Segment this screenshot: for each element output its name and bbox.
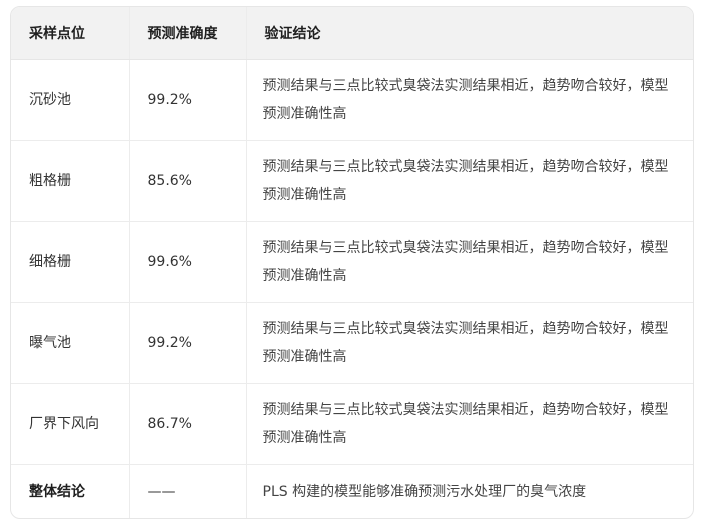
cell-site: 粗格栅 bbox=[11, 140, 129, 222]
cell-accuracy: 99.2% bbox=[128, 59, 246, 141]
results-table: 采样点位 预测准确度 验证结论 沉砂池 99.2% 预测结果与三点比较式臭袋法实测结… bbox=[11, 7, 693, 518]
table-row: 曝气池 99.2% 预测结果与三点比较式臭袋法实测结果相近，趋势吻合较好，模型预测准… bbox=[11, 302, 693, 384]
table-row: 厂界下风向 86.7% 预测结果与三点比较式臭袋法实测结果相近，趋势吻合较好，模型预… bbox=[11, 383, 693, 465]
cell-conclusion: 预测结果与三点比较式臭袋法实测结果相近，趋势吻合较好，模型预测准确性高 bbox=[245, 140, 693, 222]
table-header-row: 采样点位 预测准确度 验证结论 bbox=[11, 7, 693, 60]
summary-row: 整体结论 —— PLS 构建的模型能够准确预测污水处理厂的臭气浓度 bbox=[11, 464, 693, 518]
cell-accuracy: 86.7% bbox=[128, 383, 246, 465]
cell-site: 细格栅 bbox=[11, 221, 129, 303]
table-row: 粗格栅 85.6% 预测结果与三点比较式臭袋法实测结果相近，趋势吻合较好，模型预测准… bbox=[11, 140, 693, 222]
cell-site: 整体结论 bbox=[11, 464, 129, 518]
cell-accuracy: 85.6% bbox=[128, 140, 246, 222]
cell-accuracy: 99.6% bbox=[128, 221, 246, 303]
cell-conclusion: PLS 构建的模型能够准确预测污水处理厂的臭气浓度 bbox=[245, 464, 693, 518]
table-row: 沉砂池 99.2% 预测结果与三点比较式臭袋法实测结果相近，趋势吻合较好，模型预测准… bbox=[11, 59, 693, 141]
header-conclusion: 验证结论 bbox=[245, 7, 693, 60]
cell-conclusion: 预测结果与三点比较式臭袋法实测结果相近，趋势吻合较好，模型预测准确性高 bbox=[245, 221, 693, 303]
cell-accuracy: —— bbox=[128, 464, 246, 518]
cell-conclusion: 预测结果与三点比较式臭袋法实测结果相近，趋势吻合较好，模型预测准确性高 bbox=[245, 59, 693, 141]
header-site: 采样点位 bbox=[11, 7, 129, 60]
cell-site: 厂界下风向 bbox=[11, 383, 129, 465]
cell-site: 沉砂池 bbox=[11, 59, 129, 141]
table-row: 细格栅 99.6% 预测结果与三点比较式臭袋法实测结果相近，趋势吻合较好，模型预测准… bbox=[11, 221, 693, 303]
header-accuracy: 预测准确度 bbox=[128, 7, 246, 60]
cell-conclusion: 预测结果与三点比较式臭袋法实测结果相近，趋势吻合较好，模型预测准确性高 bbox=[245, 383, 693, 465]
cell-accuracy: 99.2% bbox=[128, 302, 246, 384]
cell-site: 曝气池 bbox=[11, 302, 129, 384]
cell-conclusion: 预测结果与三点比较式臭袋法实测结果相近，趋势吻合较好，模型预测准确性高 bbox=[245, 302, 693, 384]
results-table-container: 采样点位 预测准确度 验证结论 沉砂池 99.2% 预测结果与三点比较式臭袋法实测结… bbox=[10, 6, 694, 519]
